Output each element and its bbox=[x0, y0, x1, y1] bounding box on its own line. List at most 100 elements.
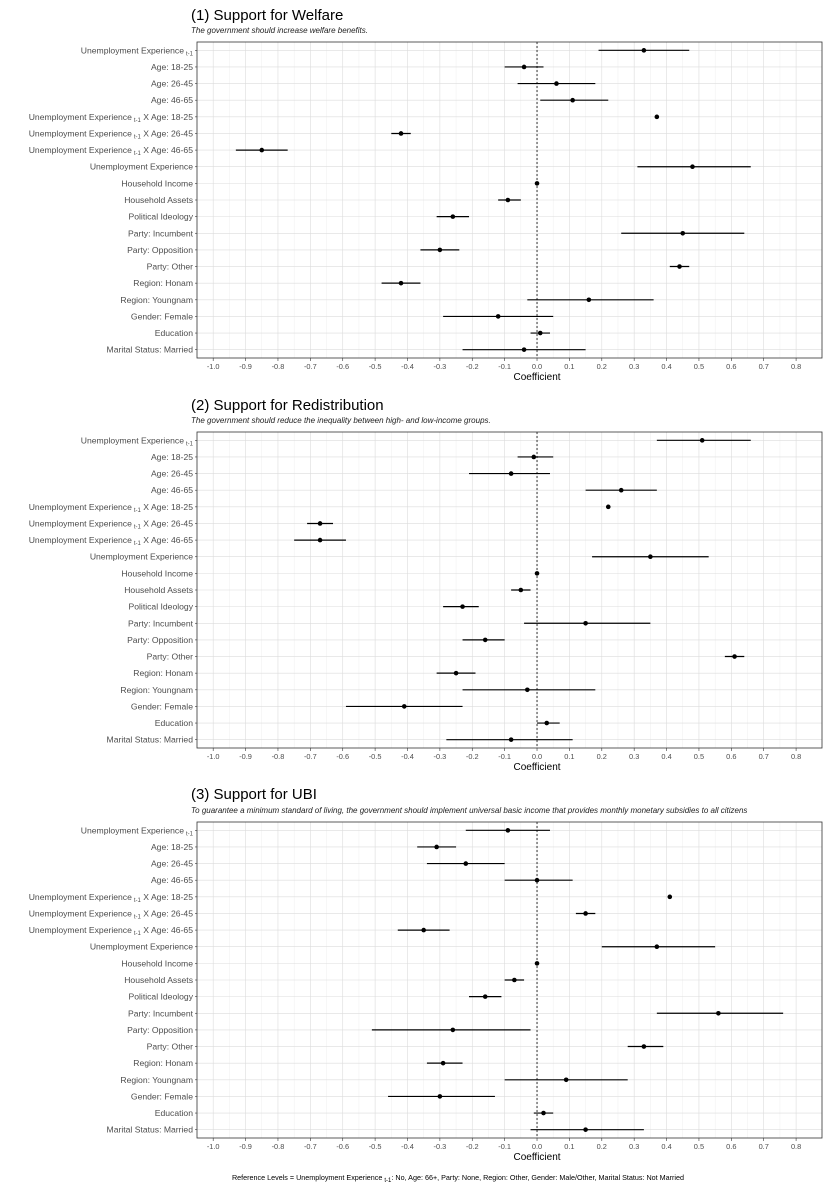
y-tick-label: Unemployment Experience t-1 X Age: 18-25 bbox=[29, 112, 194, 124]
y-tick-label: Party: Other bbox=[147, 1042, 193, 1052]
x-tick-label: -0.8 bbox=[272, 362, 285, 371]
y-tick-label: Unemployment Experience t-1 bbox=[81, 435, 194, 447]
coefficient-point bbox=[518, 587, 524, 593]
x-tick-label: 0.0 bbox=[532, 752, 542, 761]
x-tick-label: -0.6 bbox=[336, 752, 349, 761]
y-tick-label: Household Income bbox=[121, 568, 193, 578]
coefficient-point bbox=[521, 64, 527, 70]
y-tick-label: Unemployment Experience t-1 X Age: 46-65 bbox=[29, 535, 194, 547]
coefficient-point bbox=[521, 347, 527, 352]
coefficient-point bbox=[450, 214, 456, 219]
y-tick-label: Unemployment Experience bbox=[90, 162, 193, 172]
x-tick-label: -0.2 bbox=[466, 362, 479, 371]
coefficient-point bbox=[583, 1127, 588, 1132]
coefficient-point bbox=[495, 314, 501, 319]
x-tick-label: 0.2 bbox=[597, 362, 607, 371]
y-tick-label: Region: Honam bbox=[133, 278, 193, 288]
y-tick-label: Party: Incumbent bbox=[128, 1008, 194, 1018]
x-axis-label: Coefficient bbox=[513, 762, 560, 773]
coefficient-point bbox=[648, 554, 653, 560]
panel-title: (2) Support for Redistribution bbox=[191, 397, 384, 414]
x-tick-label: -0.8 bbox=[272, 752, 285, 761]
coefficient-panel-1: (1) Support for Welfare The government sh… bbox=[29, 7, 823, 383]
panel-subtitle: The government should reduce the inequal… bbox=[191, 416, 491, 425]
x-tick-label: -1.0 bbox=[207, 1142, 220, 1151]
coefficient-point bbox=[667, 894, 673, 900]
x-tick-label: -0.6 bbox=[336, 362, 349, 371]
coefficient-point bbox=[716, 1010, 721, 1016]
coefficient-point bbox=[401, 704, 407, 709]
coefficient-point bbox=[482, 994, 488, 999]
y-tick-label: Gender: Female bbox=[131, 311, 193, 321]
x-tick-label: 0.8 bbox=[791, 362, 801, 371]
y-tick-label: Age: 26-45 bbox=[151, 859, 193, 869]
coefficient-point bbox=[583, 620, 588, 626]
y-tick-label: Age: 18-25 bbox=[151, 62, 193, 72]
y-tick-label: Age: 46-65 bbox=[151, 95, 193, 105]
y-tick-label: Unemployment Experience t-1 bbox=[81, 45, 194, 57]
y-tick-label: Unemployment Experience t-1 X Age: 26-45 bbox=[29, 908, 194, 920]
x-tick-label: 0.2 bbox=[597, 1142, 607, 1151]
y-tick-label: Party: Opposition bbox=[127, 635, 193, 645]
x-tick-label: -0.5 bbox=[369, 1142, 382, 1151]
x-tick-label: 0.7 bbox=[759, 752, 769, 761]
y-tick-label: Party: Incumbent bbox=[128, 618, 194, 628]
coefficient-point bbox=[525, 687, 530, 693]
x-tick-label: 0.0 bbox=[532, 362, 542, 371]
y-tick-label: Age: 26-45 bbox=[151, 469, 193, 479]
x-tick-label: 0.6 bbox=[726, 362, 736, 371]
y-tick-label: Unemployment Experience t-1 X Age: 18-25 bbox=[29, 892, 194, 904]
coefficient-panel-3: (3) Support for UBI To guarantee a minimu… bbox=[29, 786, 823, 1163]
y-tick-label: Gender: Female bbox=[131, 701, 193, 711]
x-tick-label: -0.5 bbox=[369, 362, 382, 371]
y-tick-label: Household Income bbox=[121, 958, 193, 968]
y-tick-label: Party: Other bbox=[147, 652, 193, 662]
y-tick-label: Marital Status: Married bbox=[107, 345, 194, 355]
reference-levels-footnote: Reference Levels = Unemployment Experien… bbox=[232, 1173, 684, 1184]
x-tick-label: 0.1 bbox=[564, 1142, 574, 1151]
coefficient-point bbox=[398, 131, 404, 136]
x-tick-label: -0.4 bbox=[401, 752, 414, 761]
y-tick-label: Unemployment Experience t-1 X Age: 46-65 bbox=[29, 925, 194, 937]
x-tick-label: 0.4 bbox=[661, 752, 671, 761]
y-tick-label: Political Ideology bbox=[129, 992, 194, 1002]
y-tick-label: Household Assets bbox=[124, 585, 193, 595]
x-tick-label: 0.1 bbox=[564, 362, 574, 371]
coefficient-point bbox=[317, 537, 323, 543]
y-tick-label: Marital Status: Married bbox=[107, 735, 194, 745]
coefficient-point bbox=[463, 861, 469, 866]
coefficient-point bbox=[398, 280, 404, 286]
y-tick-label: Party: Incumbent bbox=[128, 228, 194, 238]
y-tick-label: Region: Honam bbox=[133, 1058, 193, 1068]
panel-title: (3) Support for UBI bbox=[191, 786, 317, 803]
y-tick-label: Age: 18-25 bbox=[151, 452, 193, 462]
x-tick-label: 0.3 bbox=[629, 1142, 639, 1151]
y-tick-label: Age: 26-45 bbox=[151, 79, 193, 89]
coefficient-point bbox=[534, 877, 540, 883]
x-tick-label: -0.4 bbox=[401, 362, 414, 371]
x-tick-label: -0.3 bbox=[434, 752, 447, 761]
gridlines bbox=[197, 822, 822, 1138]
coefficient-point bbox=[505, 197, 511, 203]
coefficient-point bbox=[586, 297, 592, 303]
coefficient-point bbox=[654, 114, 660, 120]
coefficient-point bbox=[434, 844, 439, 850]
x-tick-label: -0.7 bbox=[304, 752, 317, 761]
x-tick-label: 0.8 bbox=[791, 1142, 801, 1151]
coefficient-point bbox=[537, 330, 543, 336]
x-tick-label: -0.2 bbox=[466, 1142, 479, 1151]
y-tick-label: Household Income bbox=[121, 178, 193, 188]
x-tick-label: -0.5 bbox=[369, 752, 382, 761]
x-tick-label: 0.2 bbox=[597, 752, 607, 761]
x-tick-label: 0.6 bbox=[726, 752, 736, 761]
y-tick-label: Household Assets bbox=[124, 975, 193, 985]
y-tick-label: Political Ideology bbox=[129, 602, 194, 612]
coefficient-point bbox=[512, 977, 517, 983]
y-tick-label: Unemployment Experience t-1 X Age: 26-45 bbox=[29, 518, 194, 530]
coefficient-point bbox=[680, 230, 686, 236]
y-tick-label: Region: Honam bbox=[133, 668, 193, 678]
coefficient-point bbox=[421, 927, 426, 933]
coefficient-point bbox=[508, 471, 514, 476]
x-tick-label: -1.0 bbox=[207, 752, 220, 761]
